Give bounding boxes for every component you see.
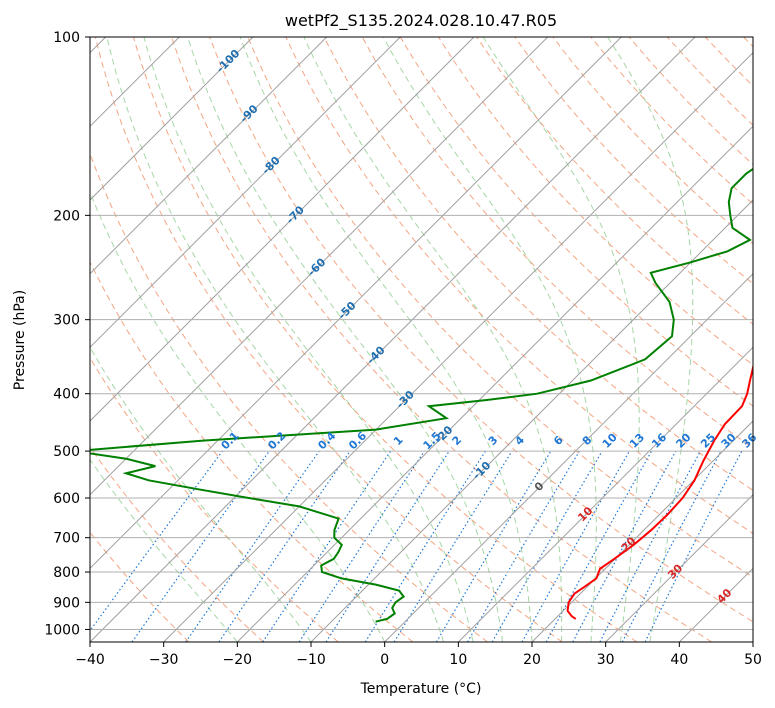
isotherm-line [384,272,753,642]
x-tick-label: 30 [597,652,615,668]
x-tick-label: −20 [223,652,253,668]
dry-adiabat-line [90,446,264,642]
mixing-ratio-line [298,450,425,642]
isotherm-line [90,37,622,570]
y-tick-label: 900 [53,595,80,611]
mixing-ratio-lines [90,450,743,642]
dry-adiabat-line [132,37,638,642]
mixing-ratio-line [393,450,513,642]
isotherm-line [605,493,753,642]
sounding-lines [90,167,753,623]
isotherm-line [90,37,475,422]
moist-adiabat-line [382,37,597,642]
dry-adiabat-line [209,37,753,623]
y-tick-label: 400 [53,387,80,403]
x-tick-label: 50 [744,652,762,668]
x-tick-label: 10 [449,652,467,668]
x-axis-label: Temperature (°C) [360,681,482,697]
moist-adiabat-line [607,37,694,642]
moist-adiabat-line [187,37,503,642]
isotherm-line [90,37,696,642]
plot-frame [89,36,754,643]
x-tick-label: 0 [380,652,389,668]
mixing-ratio-line [545,450,653,642]
dry-adiabat-line [247,37,753,578]
mixing-ratio-line [218,450,351,642]
isotherm-line [90,37,328,275]
y-tick-label: 1000 [44,622,80,638]
mixing-ratio-line [521,450,631,642]
isotherm-line [90,37,254,201]
isotherm-line [531,420,753,642]
y-tick-label: 800 [53,565,80,581]
dry-adiabat-line [476,37,753,325]
axes: −40 −30 −20 −10 0 10 20 30 40 50 100 200 300 400 500 60… [44,30,762,668]
x-tick-label: −30 [149,652,179,668]
mixing-ratio-line [131,450,270,642]
mixing-ratio-line [572,450,677,642]
moist-adiabat-line [106,37,445,642]
x-tick-label: 20 [523,652,541,668]
y-tick-label: 700 [53,531,80,547]
y-tick-label: 100 [53,30,80,46]
moist-adiabat-line [239,37,533,642]
mixing-ratio-line [325,450,450,642]
y-tick-label: 500 [53,444,80,460]
isotherm-line [163,51,753,642]
mixing-ratio-line [262,450,392,642]
y-tick-label: 200 [53,208,80,224]
x-tick-label: −10 [296,652,326,668]
y-axis-label: Pressure (hPa) [12,290,28,390]
temperature-line [566,363,753,620]
moist-adiabat-line [143,37,474,642]
dry-adiabat-line [514,37,753,285]
isotherm-line [752,641,753,642]
moist-adiabat-line [303,37,563,642]
dry-adiabats [90,37,753,642]
plot-area [90,37,753,642]
x-tick-label: 40 [670,652,688,668]
moist-adiabat-line [90,190,386,642]
isotherm-line [90,37,549,496]
isotherm-line [310,199,753,642]
dry-adiabat-line [323,37,753,491]
chart-title: wetPf2_S135.2024.028.10.47.R05 [285,11,557,31]
dewpoint-line [90,167,753,623]
dry-adiabat-line [90,260,414,642]
mixing-ratio-line [185,450,320,642]
isotherm-line [457,346,753,642]
y-tick-label: 600 [53,491,80,507]
moist-adiabat-line [90,458,238,642]
mixing-ratio-line [90,450,223,632]
dry-adiabat-line [285,37,753,535]
isotherm-line [90,37,401,349]
moist-adiabat-line [482,37,640,642]
dry-adiabat-line [94,37,563,642]
dry-adiabat-line [171,37,712,642]
isobars [90,37,753,630]
y-tick-label: 300 [53,313,80,329]
mixing-ratio-line [644,450,743,642]
x-tick-label: −40 [75,652,105,668]
